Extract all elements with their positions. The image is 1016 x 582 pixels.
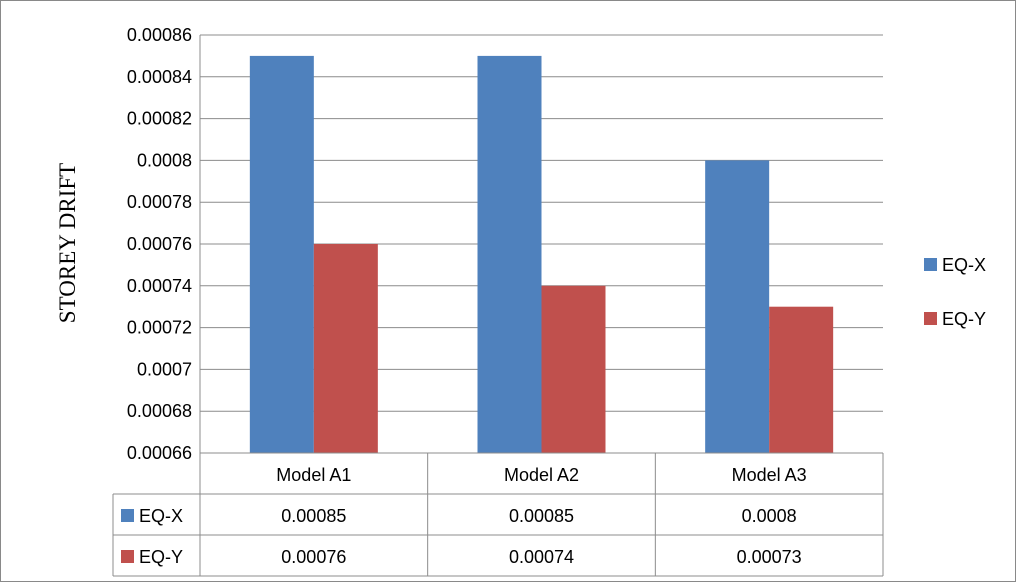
- y-tick-label: 0.00076: [127, 234, 192, 254]
- data-label: 0.00085: [509, 506, 574, 526]
- y-tick-label: 0.0008: [137, 150, 192, 170]
- y-tick-label: 0.00066: [127, 443, 192, 463]
- legend-swatch: [924, 312, 937, 325]
- x-tick-label: Model A1: [276, 465, 351, 485]
- y-axis-title: STOREY DRIFT: [55, 163, 80, 323]
- y-tick-label: 0.00078: [127, 192, 192, 212]
- data-label: 0.00074: [509, 547, 574, 567]
- x-tick-label: Model A3: [732, 465, 807, 485]
- y-tick-label: 0.00068: [127, 401, 192, 421]
- y-tick-label: 0.00072: [127, 318, 192, 338]
- y-tick-label: 0.00074: [127, 276, 192, 296]
- y-tick-label: 0.00084: [127, 67, 192, 87]
- legend-label: EQ-Y: [942, 309, 986, 329]
- y-tick-label: 0.0007: [137, 359, 192, 379]
- data-label: 0.00076: [281, 547, 346, 567]
- x-tick-label: Model A2: [504, 465, 579, 485]
- data-label: 0.00073: [737, 547, 802, 567]
- bar-eq-y: [541, 285, 606, 453]
- bar-eq-x: [249, 55, 314, 454]
- table-legend-key: [121, 509, 134, 522]
- y-tick-label: 0.00082: [127, 109, 192, 129]
- legend-label: EQ-X: [942, 255, 986, 275]
- table-series-label: EQ-X: [139, 506, 183, 526]
- bar-eq-x: [705, 160, 770, 453]
- y-tick-label: 0.00086: [127, 25, 192, 45]
- table-series-label: EQ-Y: [139, 547, 183, 567]
- table-legend-key: [121, 550, 134, 563]
- data-label: 0.00085: [281, 506, 346, 526]
- data-label: 0.0008: [742, 506, 797, 526]
- bar-eq-y: [313, 244, 378, 453]
- bar-eq-x: [477, 55, 542, 454]
- legend-swatch: [924, 258, 937, 271]
- bar-eq-y: [769, 306, 834, 453]
